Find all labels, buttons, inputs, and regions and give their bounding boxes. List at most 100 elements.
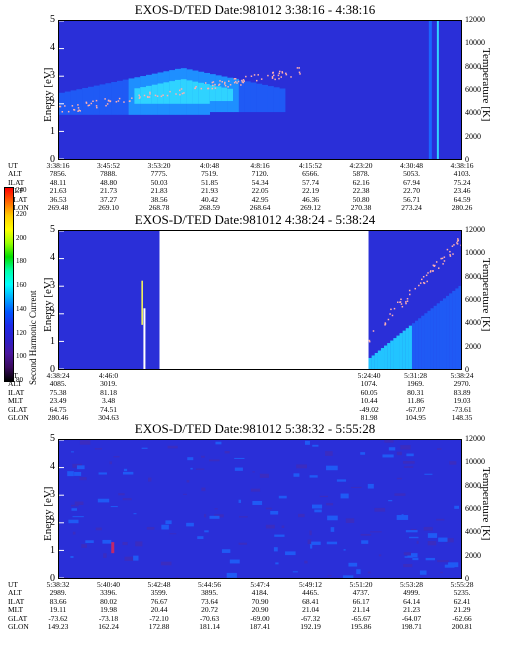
ephemeris-row-label: GLON xyxy=(8,413,29,422)
flux-patch xyxy=(98,472,107,475)
flux-patch xyxy=(76,465,85,470)
y-tick-label: 0 xyxy=(50,364,55,375)
flux-patch xyxy=(167,445,178,449)
ephemeris-value: 81.18 xyxy=(100,387,117,397)
temperature-point xyxy=(104,98,106,100)
flux-patch xyxy=(122,541,128,546)
ephemeris-value: 7775. xyxy=(150,169,168,179)
colorbar-label: Second Harmonic Current xyxy=(28,290,38,385)
flux-patch xyxy=(407,553,418,558)
flux-patch xyxy=(312,444,319,447)
ephemeris-value: 68.41 xyxy=(302,596,319,606)
flux-patch xyxy=(95,527,102,531)
flux-band xyxy=(267,86,274,113)
ephemeris-value: 19.11 xyxy=(49,605,67,615)
flux-patch xyxy=(102,539,112,544)
flux-patch xyxy=(124,556,134,561)
temperature-point xyxy=(194,87,196,90)
temperature-point xyxy=(160,95,163,98)
y2-tick-label: 8000 xyxy=(465,61,481,71)
ephemeris-value: 7519. xyxy=(201,169,218,179)
temperature-point xyxy=(442,263,444,265)
colorbar-tick-label: 100 xyxy=(16,352,27,361)
flux-patch xyxy=(226,572,237,578)
ephemeris-value: 2989. xyxy=(49,588,67,598)
flux-patch xyxy=(348,562,358,567)
temperature-point xyxy=(277,74,280,77)
flux-patch xyxy=(215,441,222,445)
flux-band xyxy=(390,340,394,369)
ephemeris-row-label: ALT xyxy=(8,588,22,598)
flux-patch xyxy=(133,513,137,515)
spectrogram-svg xyxy=(59,440,461,578)
temperature-point xyxy=(433,265,435,267)
ephemeris-value: 187.41 xyxy=(249,622,271,631)
flux-patch xyxy=(72,531,76,535)
y-tick-label: 1 xyxy=(50,545,55,556)
temperature-point xyxy=(460,244,461,247)
y2-tick-label: 12000 xyxy=(465,434,485,443)
ephemeris-value: 62.16 xyxy=(352,177,370,187)
temperature-point xyxy=(240,84,242,86)
temperature-point xyxy=(224,84,227,87)
flux-band xyxy=(256,83,263,113)
flux-patch xyxy=(427,541,437,546)
flux-core xyxy=(204,83,210,104)
flux-patch xyxy=(63,577,68,578)
flux-band xyxy=(430,308,434,369)
ephemeris-value: 273.24 xyxy=(401,203,422,212)
ephemeris-value: 3:53:20 xyxy=(147,161,171,170)
ephemeris-value: 20.72 xyxy=(201,605,218,615)
temperature-point xyxy=(156,95,159,97)
temperature-point xyxy=(149,91,151,94)
ephemeris-row-label: ALT xyxy=(8,379,22,389)
flux-band xyxy=(446,295,450,369)
flux-patch xyxy=(111,542,115,554)
temperature-point xyxy=(437,267,440,269)
temperature-point xyxy=(148,96,151,98)
y2-tick-label: 8000 xyxy=(465,480,481,490)
flux-patch xyxy=(438,537,448,542)
ephemeris-value: 5:49:12 xyxy=(299,580,322,589)
ephemeris-value: 1969. xyxy=(407,379,424,389)
flux-patch xyxy=(122,471,134,475)
ephemeris-value: 4184. xyxy=(251,588,269,598)
temperature-point xyxy=(243,80,245,82)
flux-patch xyxy=(311,504,323,509)
ephemeris-value: 22.38 xyxy=(352,186,370,196)
colorbar-tick-label: 140 xyxy=(16,304,27,313)
temperature-point xyxy=(423,281,425,284)
temperature-point xyxy=(224,81,226,84)
y2-tick-label: 6000 xyxy=(465,85,481,94)
ephemeris-value: 20.44 xyxy=(150,605,168,615)
y2-tick-label: 12000 xyxy=(465,225,485,234)
ephemeris-row-label: ALT xyxy=(8,169,22,179)
flux-band xyxy=(128,78,135,115)
temperature-point xyxy=(85,102,88,104)
flux-patch xyxy=(190,467,193,470)
flux-patch xyxy=(326,503,334,506)
flux-patch xyxy=(304,560,308,564)
flux-patch xyxy=(367,483,374,489)
flux-patch xyxy=(110,506,118,508)
ephemeris-value: 64.14 xyxy=(403,596,420,606)
temperature-point xyxy=(92,100,94,103)
flux-patch xyxy=(405,530,418,533)
flux-patch xyxy=(327,575,332,577)
y-tick-label: 2 xyxy=(50,308,55,319)
temperature-point xyxy=(180,88,183,90)
temperature-point xyxy=(443,260,446,262)
ephemeris-value: 5:40:40 xyxy=(97,580,120,589)
temperature-point xyxy=(219,80,221,82)
temperature-point xyxy=(449,254,451,256)
ephemeris-row-label: ILAT xyxy=(8,387,25,397)
flux-patch xyxy=(425,557,436,561)
ephemeris-row-label: GLAT xyxy=(8,404,28,414)
flux-patch xyxy=(259,473,269,478)
temperature-point xyxy=(211,81,214,84)
flux-band xyxy=(436,303,440,369)
y2-axis-label: Temperature [K] xyxy=(480,258,492,332)
ephemeris-value: 270.38 xyxy=(350,203,372,212)
flux-core xyxy=(180,79,187,104)
flux-patch xyxy=(309,475,318,478)
